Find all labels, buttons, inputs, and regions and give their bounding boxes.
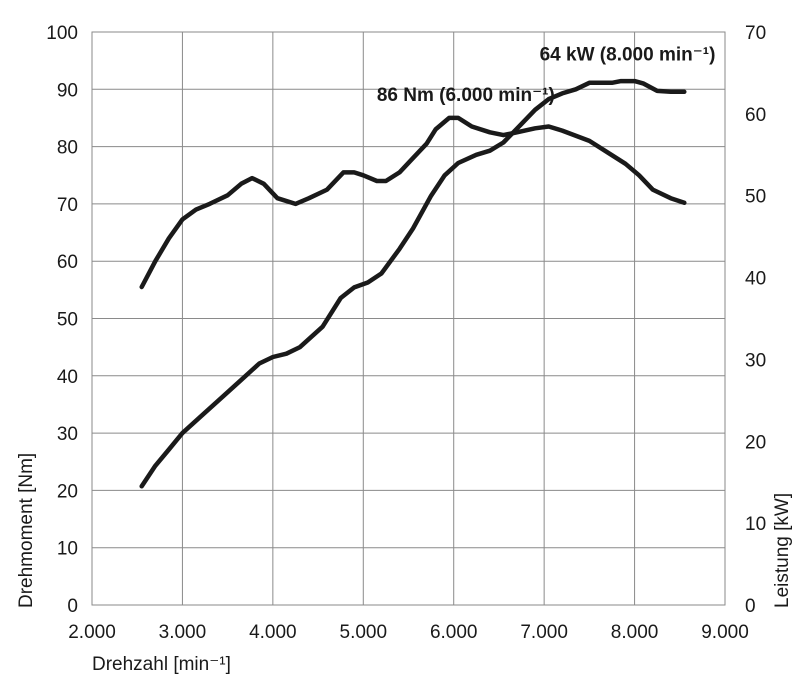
y-right-tick-label: 40 — [745, 269, 766, 290]
x-tick-label: 2.000 — [68, 622, 116, 643]
x-tick-label: 9.000 — [701, 622, 749, 643]
y-right-tick-label: 60 — [745, 105, 766, 126]
y-left-tick-label: 100 — [46, 23, 78, 44]
power-curve — [139, 78, 687, 489]
y-axis-right-label: Leistung [kW] — [772, 493, 793, 608]
y-right-tick-label: 20 — [745, 432, 766, 453]
x-tick-label: 7.000 — [520, 622, 568, 643]
y-right-tick-label: 0 — [745, 596, 756, 617]
peak-annotation: 64 kW (8.000 min⁻¹) — [540, 45, 716, 66]
y-left-tick-label: 0 — [67, 596, 78, 617]
y-left-tick-label: 10 — [57, 539, 78, 560]
y-right-tick-label: 10 — [745, 514, 766, 535]
peak-annotation: 86 Nm (6.000 min⁻¹) — [377, 85, 555, 106]
grid — [91, 31, 726, 606]
x-tick-label: 4.000 — [249, 622, 297, 643]
plot-frame — [91, 31, 726, 606]
y-right-tick-label: 70 — [745, 23, 766, 44]
x-tick-label: 3.000 — [159, 622, 207, 643]
y-left-tick-label: 70 — [57, 195, 78, 216]
y-left-tick-label: 60 — [57, 252, 78, 273]
y-right-tick-label: 50 — [745, 187, 766, 208]
y-right-tick-label: 30 — [745, 350, 766, 371]
y-left-tick-label: 80 — [57, 138, 78, 159]
annotations: 86 Nm (6.000 min⁻¹) 64 kW (8.000 min⁻¹) — [377, 45, 716, 106]
curves — [139, 78, 687, 489]
y-left-tick-label: 40 — [57, 367, 78, 388]
tick-labels: 0 10 20 30 40 50 60 70 80 90 100 0 10 20 30 40 50 60 70 2.0… — [46, 23, 766, 643]
x-tick-label: 8.000 — [611, 622, 659, 643]
y-axis-left-label: Drehmoment [Nm] — [16, 453, 37, 608]
y-left-tick-label: 50 — [57, 310, 78, 331]
y-left-tick-label: 20 — [57, 481, 78, 502]
torque-curve — [139, 115, 687, 290]
y-left-tick-label: 30 — [57, 424, 78, 445]
x-axis-label: Drehzahl [min⁻¹] — [92, 654, 231, 675]
x-tick-label: 5.000 — [340, 622, 388, 643]
x-tick-label: 6.000 — [430, 622, 478, 643]
y-left-tick-label: 90 — [57, 80, 78, 101]
